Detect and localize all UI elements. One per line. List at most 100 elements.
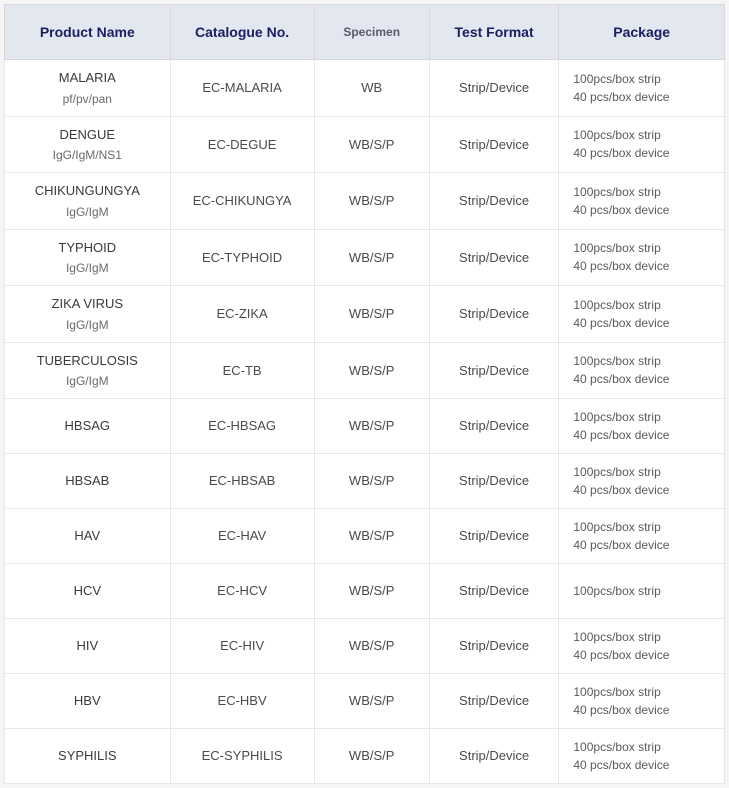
cell-product-name: HBSAB <box>5 454 171 509</box>
table-row: HBV EC-HBVWB/S/PStrip/Device 100pcs/box st… <box>5 674 725 729</box>
cell-specimen: WB/S/P <box>314 399 429 454</box>
cell-catalogue: EC-ZIKA <box>170 286 314 343</box>
col-package: Package <box>559 5 725 60</box>
cell-test-format: Strip/Device <box>429 60 559 117</box>
cell-test-format: Strip/Device <box>429 399 559 454</box>
product-name-main: HBSAG <box>65 418 111 433</box>
product-name-main: SYPHILIS <box>58 748 117 763</box>
table-row: HBSAGEC-HBSAGWB/S/PStrip/Device100pcs/bo… <box>5 399 725 454</box>
cell-product-name: HAV <box>5 509 171 564</box>
cell-package: 100pcs/box strip40 pcs/box device <box>559 399 725 454</box>
table-row: HCVEC-HCVWB/S/PStrip/Device 100pcs/box st… <box>5 564 725 619</box>
cell-test-format: Strip/Device <box>429 619 559 674</box>
product-table: Product Name Catalogue No. Specimen Test… <box>4 4 725 784</box>
product-name-main: HBV <box>74 693 101 708</box>
product-name-main: MALARIA <box>59 70 116 85</box>
package-line1: 100pcs/box strip <box>573 352 718 370</box>
cell-test-format: Strip/Device <box>429 509 559 564</box>
cell-specimen: WB/S/P <box>314 173 429 230</box>
package-line1: 100pcs/box strip <box>573 239 718 257</box>
cell-catalogue: EC-HIV <box>170 619 314 674</box>
cell-product-name: HIV <box>5 619 171 674</box>
cell-catalogue: EC-CHIKUNGYA <box>170 173 314 230</box>
cell-package: 100pcs/box strip40 pcs/box device <box>559 619 725 674</box>
cell-product-name: HBV <box>5 674 171 729</box>
cell-catalogue: EC-HBSAB <box>170 454 314 509</box>
package-line2: 40 pcs/box device <box>573 481 718 499</box>
col-specimen: Specimen <box>314 5 429 60</box>
cell-catalogue: EC-HBSAG <box>170 399 314 454</box>
cell-product-name: ZIKA VIRUS IgG/IgM <box>5 286 171 343</box>
package-line1: 100pcs/box strip <box>573 683 718 701</box>
product-name-sub: IgG/IgM <box>11 316 164 334</box>
table-row: HBSABEC-HBSABWB/S/PStrip/Device100pcs/bo… <box>5 454 725 509</box>
package-line1: 100pcs/box strip <box>573 408 718 426</box>
package-line1: 100pcs/box strip <box>573 582 718 600</box>
product-name-main: HIV <box>76 638 98 653</box>
product-name-main: CHIKUNGUNGYA <box>35 183 140 198</box>
package-line2: 40 pcs/box device <box>573 88 718 106</box>
package-line1: 100pcs/box strip <box>573 628 718 646</box>
cell-catalogue: EC-DEGUE <box>170 116 314 173</box>
table-row: TUBERCULOSISIgG/IgMEC-TBWB/S/PStrip/Devi… <box>5 342 725 399</box>
cell-product-name: DENGUE IgG/IgM/NS1 <box>5 116 171 173</box>
product-name-main: HAV <box>74 528 100 543</box>
cell-package: 100pcs/box strip40 pcs/box device <box>559 229 725 286</box>
cell-specimen: WB/S/P <box>314 729 429 784</box>
cell-test-format: Strip/Device <box>429 674 559 729</box>
cell-specimen: WB/S/P <box>314 342 429 399</box>
cell-package: 100pcs/box strip40 pcs/box device <box>559 454 725 509</box>
cell-product-name: TUBERCULOSIS IgG/IgM <box>5 342 171 399</box>
cell-test-format: Strip/Device <box>429 116 559 173</box>
table-row: HIVEC-HIVWB/S/PStrip/Device100pcs/box st… <box>5 619 725 674</box>
cell-package: 100pcs/box strip40 pcs/box device <box>559 116 725 173</box>
product-name-sub: IgG/IgM <box>11 372 164 390</box>
package-line2: 40 pcs/box device <box>573 701 718 719</box>
col-catalogue: Catalogue No. <box>170 5 314 60</box>
package-line2: 40 pcs/box device <box>573 646 718 664</box>
package-line1: 100pcs/box strip <box>573 518 718 536</box>
package-line2: 40 pcs/box device <box>573 144 718 162</box>
cell-specimen: WB/S/P <box>314 509 429 564</box>
cell-package: 100pcs/box strip40 pcs/box device <box>559 729 725 784</box>
product-name-sub: pf/pv/pan <box>11 90 164 108</box>
product-name-sub: IgG/IgM <box>11 203 164 221</box>
package-line1: 100pcs/box strip <box>573 463 718 481</box>
product-name-main: TUBERCULOSIS <box>37 353 138 368</box>
cell-specimen: WB/S/P <box>314 116 429 173</box>
product-name-sub: IgG/IgM <box>11 259 164 277</box>
table-header: Product Name Catalogue No. Specimen Test… <box>5 5 725 60</box>
package-line2: 40 pcs/box device <box>573 257 718 275</box>
cell-test-format: Strip/Device <box>429 564 559 619</box>
cell-catalogue: EC-HAV <box>170 509 314 564</box>
cell-package: 100pcs/box strip40 pcs/box device <box>559 509 725 564</box>
cell-product-name: SYPHILIS <box>5 729 171 784</box>
product-name-sub: IgG/IgM/NS1 <box>11 146 164 164</box>
cell-specimen: WB/S/P <box>314 619 429 674</box>
cell-specimen: WB/S/P <box>314 564 429 619</box>
table-row: ZIKA VIRUSIgG/IgMEC-ZIKAWB/S/PStrip/Devi… <box>5 286 725 343</box>
cell-specimen: WB/S/P <box>314 229 429 286</box>
table-row: HAVEC-HAVWB/S/PStrip/Device100pcs/box st… <box>5 509 725 564</box>
table-row: CHIKUNGUNGYAIgG/IgMEC-CHIKUNGYAWB/S/PStr… <box>5 173 725 230</box>
cell-package: 100pcs/box strip40 pcs/box device <box>559 342 725 399</box>
cell-product-name: HCV <box>5 564 171 619</box>
product-name-main: DENGUE <box>59 127 115 142</box>
cell-catalogue: EC-HBV <box>170 674 314 729</box>
package-line2: 40 pcs/box device <box>573 426 718 444</box>
cell-catalogue: EC-HCV <box>170 564 314 619</box>
cell-test-format: Strip/Device <box>429 454 559 509</box>
cell-specimen: WB/S/P <box>314 454 429 509</box>
package-line2: 40 pcs/box device <box>573 314 718 332</box>
table-row: TYPHOIDIgG/IgMEC-TYPHOIDWB/S/PStrip/Devi… <box>5 229 725 286</box>
cell-test-format: Strip/Device <box>429 229 559 286</box>
cell-specimen: WB/S/P <box>314 674 429 729</box>
product-name-main: HBSAB <box>65 473 109 488</box>
product-name-main: TYPHOID <box>58 240 116 255</box>
col-product-name: Product Name <box>5 5 171 60</box>
package-line1: 100pcs/box strip <box>573 183 718 201</box>
package-line2: 40 pcs/box device <box>573 201 718 219</box>
cell-test-format: Strip/Device <box>429 286 559 343</box>
cell-package: 100pcs/box strip40 pcs/box device <box>559 173 725 230</box>
product-name-main: ZIKA VIRUS <box>52 296 124 311</box>
